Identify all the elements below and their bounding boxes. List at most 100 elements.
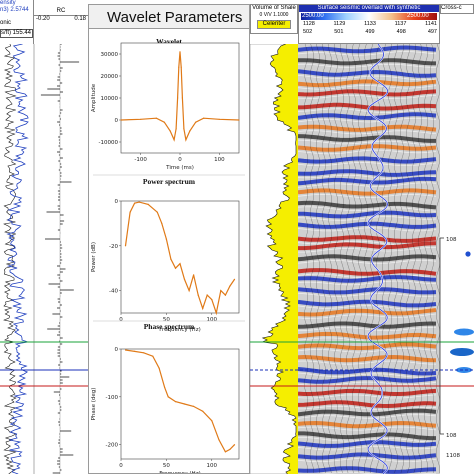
x-tick-label: -100 (134, 157, 147, 163)
data-point (120, 119, 122, 121)
xcorr-peak (454, 328, 474, 336)
data-point (195, 121, 197, 123)
x-tick-label: 100 (207, 463, 218, 469)
wavelet-parameters-dialog: Wavelet Parameters Wavelet -100 0 100 -10000… (88, 4, 250, 474)
dialog-title: Wavelet Parameters (107, 9, 243, 26)
seismic-reflector-gap (298, 426, 437, 431)
sonic-value: s/ft) 155.44 (0, 29, 33, 38)
sonic-curve (6, 44, 29, 474)
wiggle-trace (346, 44, 350, 474)
density-curve (3, 44, 17, 474)
data-point (152, 355, 154, 357)
seismic-reflector-gap (298, 51, 437, 56)
x-axis-label: Frequency (Hz) (159, 471, 200, 473)
data-point (155, 117, 157, 119)
data-point (203, 117, 205, 119)
y-axis-label: Power (dB) (91, 242, 97, 272)
seismic-reflector-gap (298, 94, 437, 99)
sonic-label: onic (0, 20, 12, 26)
data-point (174, 267, 177, 269)
seismic-reflector (298, 342, 437, 351)
seismic-reflector-gap (298, 139, 436, 146)
y-axis-label: Phase (deg) (91, 388, 97, 421)
seismic-reflector (298, 376, 437, 384)
seismic-label: Surface seismic overlaid with synthetic (299, 5, 439, 12)
data-point (124, 245, 127, 247)
xcorr-peak (456, 367, 472, 373)
y-tick-label: 10000 (101, 96, 119, 102)
data-point (164, 386, 166, 388)
wiggle-trace (412, 44, 416, 474)
data-point (185, 139, 187, 141)
seismic-reflector (298, 112, 437, 121)
wiggle-trace (328, 44, 332, 474)
data-point (188, 290, 190, 292)
y-tick-label: -20 (109, 244, 118, 250)
xcorr-peak (450, 348, 474, 356)
y-tick-label: 0 (115, 118, 119, 124)
y-tick-label: 30000 (101, 52, 119, 58)
vshale-curve (261, 44, 297, 474)
y-tick-label: -40 (109, 289, 118, 295)
data-point (134, 350, 136, 352)
y-tick-label: -100 (106, 395, 119, 401)
seismic-reflector-gap (298, 182, 437, 188)
seismic-reflector-gap (298, 327, 437, 332)
seismic-reflector (298, 144, 437, 152)
seismic-reflector-gap (318, 471, 437, 474)
x-tick-label: 100 (214, 157, 225, 163)
data-point (202, 410, 204, 412)
data-point (211, 420, 213, 422)
seismic-reflector-gap (298, 206, 437, 212)
seismic-reflector-gap (298, 216, 437, 221)
vshale-fill (262, 44, 298, 474)
chart-2: Phase spectrum 0 50 100 0 -100 -200 Frequency (… (91, 322, 240, 473)
seismic-reflector (298, 58, 437, 66)
dialog-titlebar[interactable]: Wavelet Parameters (89, 5, 249, 29)
data-point (129, 211, 131, 213)
seismic-reflector-gap (298, 305, 437, 310)
time-marker-bottom: 108 (446, 433, 457, 439)
x-tick-label: 0 (119, 317, 123, 323)
data-point (180, 66, 182, 68)
seismic-reflector (298, 431, 436, 441)
data-point (224, 294, 226, 296)
rc-spikes (40, 44, 80, 474)
seismic-reflector (298, 69, 437, 78)
chart-title: Power spectrum (143, 177, 196, 186)
data-point (224, 451, 226, 453)
wiggle-trace (406, 44, 410, 474)
wiggle-trace (358, 44, 362, 474)
plot-frame (120, 348, 240, 460)
x-axis-label: Frequency (Hz) (159, 327, 200, 333)
synthetic-trace (367, 44, 389, 474)
density-label: ensity (0, 0, 16, 6)
wavelet-plots: Wavelet-100 0 100-100000100002000030000Tim… (91, 37, 245, 473)
x-tick-label: 0 (119, 463, 123, 469)
data-point (170, 258, 172, 260)
wiggle-trace (400, 44, 404, 474)
seismic-reflector-gap (298, 360, 437, 365)
data-point (183, 403, 186, 405)
chart-1: Power spectrum 0 50 100 0 -20 -40 Frequency (Hz… (91, 177, 240, 333)
seismic-reflector-gap (298, 84, 437, 90)
wiggle-trace (424, 44, 428, 474)
seismic-reflector (298, 408, 437, 417)
seismic-reflector-gap (298, 149, 437, 155)
data-point (165, 238, 167, 240)
wiggle-trace (304, 44, 308, 474)
seismic-reflector (298, 89, 437, 97)
data-point (202, 307, 204, 310)
cross-correlation-header: Cross-c (440, 4, 474, 14)
y-axis-label: Amplitude (91, 83, 97, 112)
data-point (134, 202, 136, 204)
data-point (147, 203, 149, 205)
seismic-reflector (298, 287, 437, 295)
data-point (167, 396, 169, 398)
wiggle-trace (394, 44, 398, 474)
plot-frame (120, 42, 240, 154)
wiggle-trace (418, 44, 422, 474)
seismic-reflector (298, 156, 437, 164)
well-log-tracks (0, 44, 90, 474)
seismic-reflector-gap (298, 292, 437, 297)
